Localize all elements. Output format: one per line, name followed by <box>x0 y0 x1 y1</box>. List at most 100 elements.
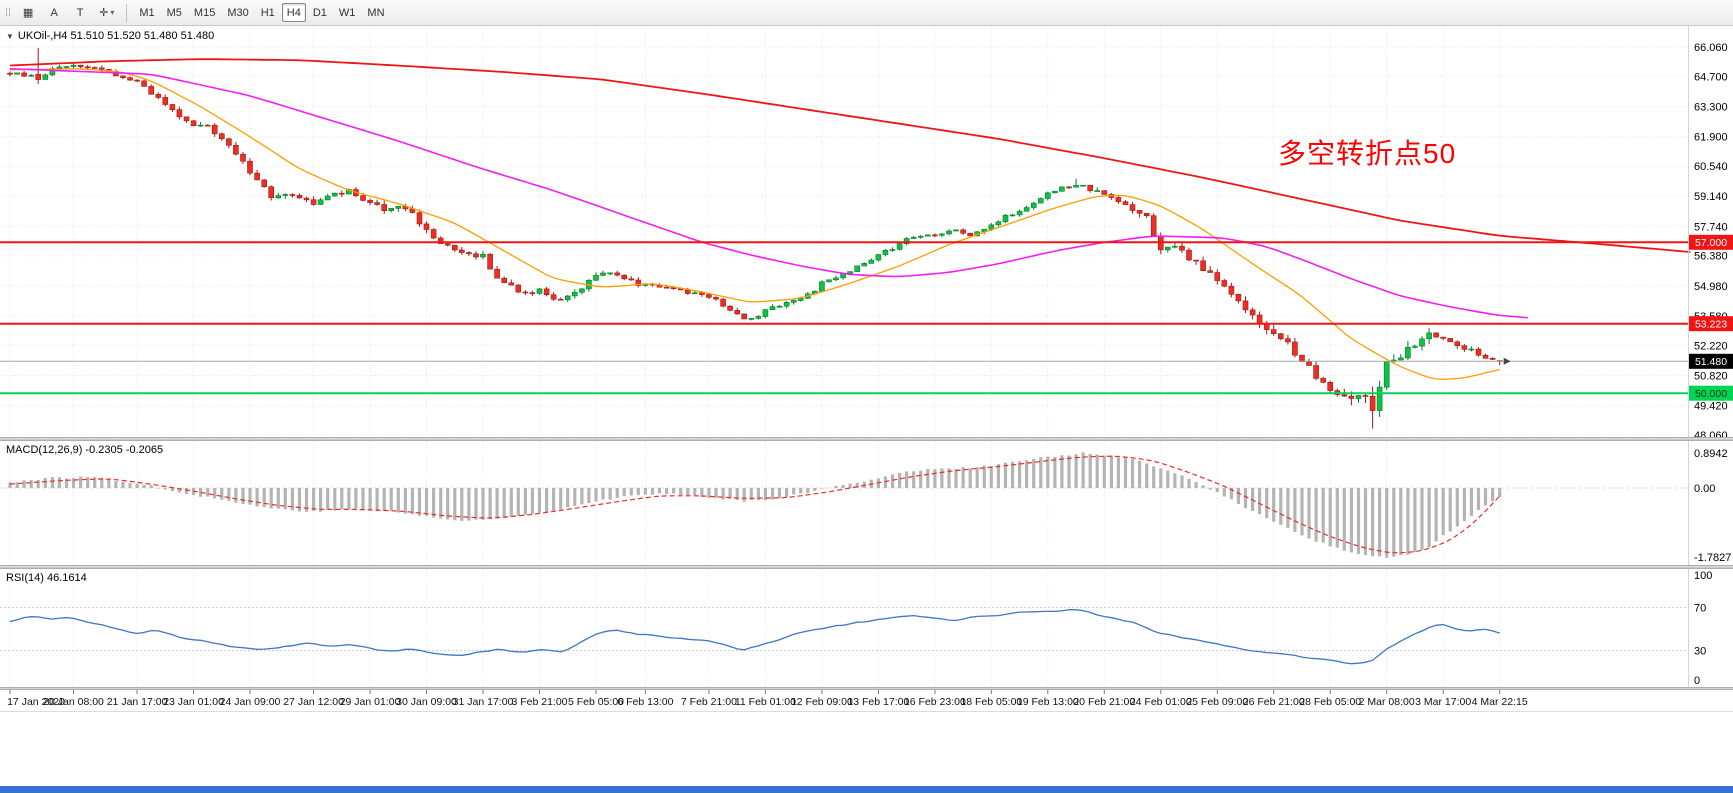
horizontal-lines <box>0 241 1688 395</box>
toolbar-drag-handle[interactable]: ⁞⁞ <box>5 6 12 19</box>
timeframe-button-h1[interactable]: H1 <box>260 6 275 19</box>
price-badge-53.223: 53.223 <box>1689 316 1733 332</box>
svg-text:23 Jan 01:00: 23 Jan 01:00 <box>163 696 224 708</box>
svg-text:5 Feb 05:00: 5 Feb 05:00 <box>568 696 624 708</box>
timeframe-button-mn[interactable]: MN <box>367 6 385 19</box>
svg-text:-1.7827: -1.7827 <box>1694 552 1731 564</box>
svg-text:53.223: 53.223 <box>1695 319 1727 331</box>
panel-splitter[interactable] <box>0 687 1733 690</box>
svg-text:56.380: 56.380 <box>1694 251 1728 263</box>
rsi-axis[interactable]: 100 70 30 0 <box>1688 569 1713 687</box>
svg-text:7 Feb 21:00: 7 Feb 21:00 <box>681 696 737 708</box>
svg-text:6 Feb 13:00: 6 Feb 13:00 <box>617 696 673 708</box>
rsi-line <box>9 608 1500 665</box>
macd-label: MACD(12,26,9) -0.2305 -0.2065 <box>6 444 164 456</box>
svg-text:27 Jan 12:00: 27 Jan 12:00 <box>283 696 344 708</box>
timeframe-button-m15[interactable]: M15 <box>193 6 216 19</box>
last-price-arrow <box>1503 357 1511 365</box>
svg-text:3 Mar 17:00: 3 Mar 17:00 <box>1415 696 1471 708</box>
ma-fast-orange <box>9 68 1500 380</box>
status-strip <box>0 786 1733 793</box>
price-badge-57.000: 57.000 <box>1689 234 1733 250</box>
timeframe-button-w1[interactable]: W1 <box>338 6 356 19</box>
svg-text:63.300: 63.300 <box>1694 101 1728 113</box>
svg-text:11 Feb 01:00: 11 Feb 01:00 <box>735 696 796 708</box>
chart-title-row: ▼ UKOil-,H4 51.510 51.520 51.480 51.480 <box>6 30 214 42</box>
svg-text:49.420: 49.420 <box>1694 401 1728 413</box>
svg-text:16 Feb 23:00: 16 Feb 23:00 <box>904 696 966 708</box>
svg-text:24 Jan 09:00: 24 Jan 09:00 <box>220 696 281 708</box>
rsi-grid <box>0 569 1688 687</box>
svg-text:61.900: 61.900 <box>1694 132 1728 144</box>
svg-text:70: 70 <box>1694 602 1706 614</box>
svg-text:25 Feb 09:00: 25 Feb 09:00 <box>1186 696 1248 708</box>
macd-histogram <box>8 452 1502 558</box>
svg-text:20 Feb 21:00: 20 Feb 21:00 <box>1073 696 1135 708</box>
rsi-label: RSI(14) 46.1614 <box>6 572 87 584</box>
toolbar-separator <box>126 3 128 22</box>
svg-text:12 Feb 09:00: 12 Feb 09:00 <box>791 696 853 708</box>
svg-text:66.060: 66.060 <box>1694 42 1728 54</box>
svg-text:20 Jan 08:00: 20 Jan 08:00 <box>43 696 104 708</box>
chart-annotation[interactable]: 多空转折点50 <box>1278 138 1457 169</box>
svg-text:19 Feb 13:00: 19 Feb 13:00 <box>1017 696 1079 708</box>
svg-text:21 Jan 17:00: 21 Jan 17:00 <box>107 696 168 708</box>
rsi-panel[interactable]: 100 70 30 0 RSI(14) 46.1614 <box>0 569 1733 687</box>
svg-text:26 Feb 21:00: 26 Feb 21:00 <box>1243 696 1305 708</box>
main-chart-panel[interactable]: 66.060 64.700 63.300 61.900 60.540 59.140 57.7… <box>0 26 1733 437</box>
svg-text:13 Feb 17:00: 13 Feb 17:00 <box>847 696 909 708</box>
workspace-empty-area <box>0 712 1733 786</box>
svg-text:57.740: 57.740 <box>1694 221 1728 233</box>
macd-signal-line <box>9 455 1501 554</box>
svg-text:52.220: 52.220 <box>1694 340 1728 352</box>
crosshair-cursor-icon[interactable]: ✛ ▾ <box>99 7 115 19</box>
timeframe-button-d1[interactable]: D1 <box>312 6 327 19</box>
svg-text:4 Mar 22:15: 4 Mar 22:15 <box>1472 696 1528 708</box>
macd-panel[interactable]: 0.8942 0.00 -1.7827 MACD(12,26,9) -0.2305 … <box>0 441 1733 565</box>
svg-text:30: 30 <box>1694 646 1706 658</box>
panel-splitter[interactable] <box>0 565 1733 569</box>
svg-text:18 Feb 05:00: 18 Feb 05:00 <box>960 696 1022 708</box>
chart-grid-icon[interactable]: ▦ <box>22 7 34 19</box>
svg-text:31 Jan 17:00: 31 Jan 17:00 <box>453 696 514 708</box>
price-axis[interactable]: 66.060 64.700 63.300 61.900 60.540 59.140 57.7… <box>1688 26 1733 437</box>
one-click-collapse-icon[interactable]: ▼ <box>6 32 14 41</box>
svg-text:60.540: 60.540 <box>1694 161 1728 173</box>
timeframe-button-m30[interactable]: M30 <box>227 6 249 19</box>
svg-text:29 Jan 01:00: 29 Jan 01:00 <box>340 696 401 708</box>
svg-text:2 Mar 08:00: 2 Mar 08:00 <box>1359 696 1415 708</box>
svg-text:30 Jan 09:00: 30 Jan 09:00 <box>396 696 457 708</box>
price-badge-51.480: 51.480 <box>1689 353 1733 369</box>
svg-text:0: 0 <box>1694 675 1700 687</box>
time-axis[interactable]: 17 Jan 2020 20 Jan 08:00 21 Jan 17:00 23 Ja… <box>0 690 1733 712</box>
svg-text:28 Feb 05:00: 28 Feb 05:00 <box>1299 696 1361 708</box>
svg-text:50.000: 50.000 <box>1695 388 1727 400</box>
timeframe-button-m5[interactable]: M5 <box>166 6 182 19</box>
text-annotation-t-icon[interactable]: T <box>76 6 84 19</box>
ma-mid-magenta <box>9 68 1528 319</box>
timeframe-button-h4[interactable]: H4 <box>281 3 306 22</box>
svg-text:100: 100 <box>1694 570 1712 582</box>
svg-text:59.140: 59.140 <box>1694 191 1728 203</box>
price-badge-50.000: 50.000 <box>1689 385 1733 401</box>
chart-title: UKOil-,H4 51.510 51.520 51.480 51.480 <box>17 30 215 42</box>
svg-text:3 Feb 21:00: 3 Feb 21:00 <box>511 696 567 708</box>
main-grid <box>0 26 1688 437</box>
svg-text:0.00: 0.00 <box>1694 483 1715 495</box>
svg-text:0.8942: 0.8942 <box>1694 448 1728 460</box>
dropdown-caret-icon: ▾ <box>110 8 115 17</box>
svg-text:54.980: 54.980 <box>1694 281 1728 293</box>
svg-text:24 Feb 01:00: 24 Feb 01:00 <box>1130 696 1192 708</box>
ma-slow-red <box>9 58 1691 253</box>
text-annotation-a-icon[interactable]: A <box>50 6 58 19</box>
svg-text:48.060: 48.060 <box>1694 430 1728 437</box>
svg-text:17 Jan 2020: 17 Jan 2020 <box>7 696 65 708</box>
panel-splitter[interactable] <box>0 437 1733 441</box>
toolbar: ⁞⁞ ▦ A T ✛ ▾ M1 M5 M15 M30 H1 H4 D1 W1 MN <box>0 0 1733 26</box>
macd-axis[interactable]: 0.8942 0.00 -1.7827 <box>1688 441 1732 565</box>
timeframe-button-m1[interactable]: M1 <box>139 6 155 19</box>
svg-text:57.000: 57.000 <box>1695 237 1727 249</box>
svg-text:64.700: 64.700 <box>1694 71 1728 83</box>
svg-text:50.820: 50.820 <box>1694 371 1728 383</box>
